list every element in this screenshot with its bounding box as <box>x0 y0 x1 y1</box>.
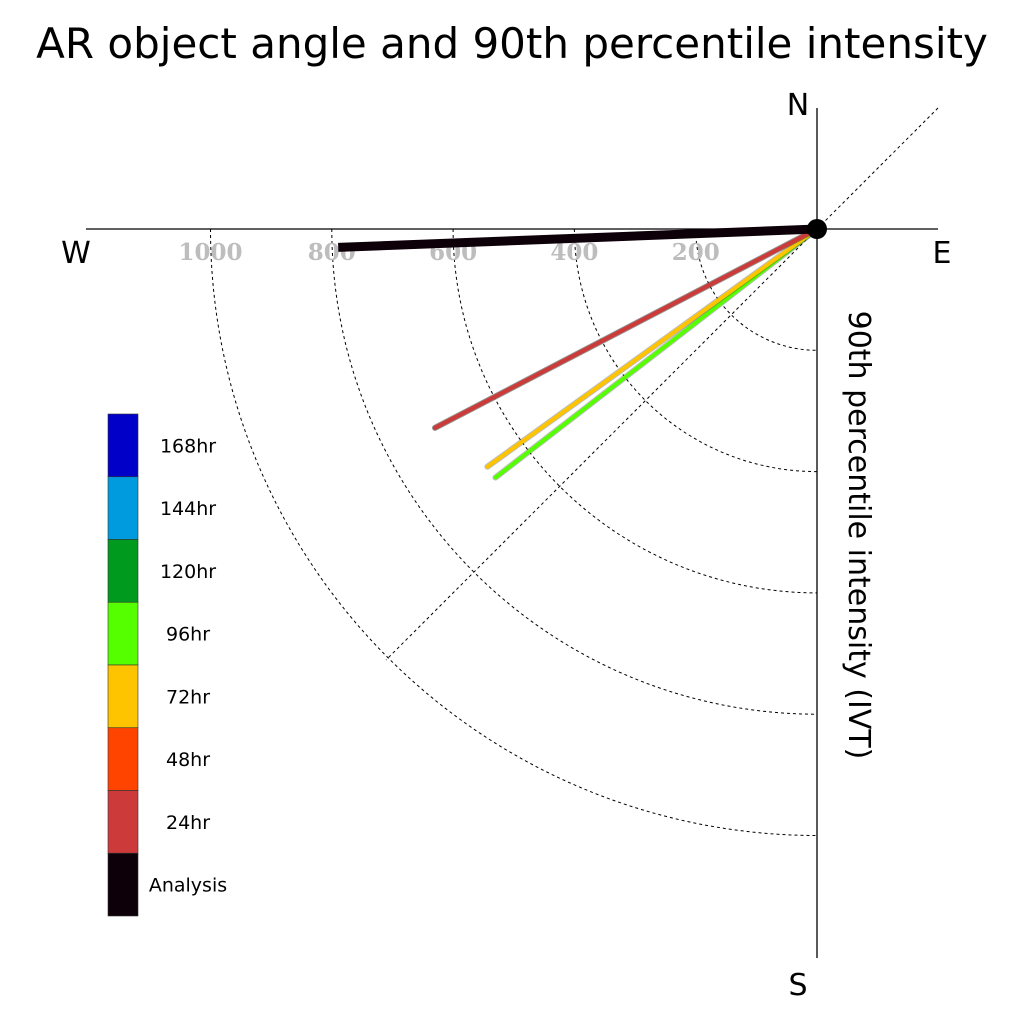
radial-axis-label: 90th percentile intensity (IVT) <box>841 311 876 760</box>
diagonal-guide <box>385 107 939 661</box>
range-ring <box>695 228 818 351</box>
compass-west: W <box>61 236 91 271</box>
radial-tick-label: 1000 <box>178 239 242 266</box>
chart-title: AR object angle and 90th percentile inte… <box>36 19 988 68</box>
angle-vectors <box>338 224 820 481</box>
legend-label: 120hr <box>160 561 216 583</box>
radial-tick-label: 400 <box>550 239 598 266</box>
legend-label: 72hr <box>166 686 210 708</box>
legend-label: 24hr <box>166 812 210 834</box>
range-ring <box>452 228 818 594</box>
legend-label: 96hr <box>166 624 210 646</box>
legend-swatch <box>107 601 139 666</box>
vector-72hr <box>485 227 819 469</box>
legend-label: 168hr <box>160 435 216 457</box>
compass-north: N <box>787 88 809 123</box>
vector-24hr <box>433 227 819 430</box>
legend-swatch <box>107 790 139 854</box>
range-ring <box>331 228 818 715</box>
legend-swatch <box>107 413 139 478</box>
range-ring <box>573 228 818 473</box>
range-rings <box>210 228 818 836</box>
radial-tick-label: 200 <box>672 239 720 266</box>
legend-label: 48hr <box>166 749 210 771</box>
legend-label: Analysis <box>149 875 227 897</box>
legend-swatch <box>107 476 139 540</box>
legend-swatch <box>107 664 139 729</box>
vector-96hr <box>493 227 819 480</box>
legend-label: 144hr <box>160 498 216 520</box>
legend-swatch <box>107 539 139 603</box>
range-ring <box>210 228 818 836</box>
legend-swatch <box>107 727 139 791</box>
compass-south: S <box>788 968 807 1003</box>
legend-swatch <box>107 852 139 917</box>
compass-east: E <box>933 236 952 271</box>
vector-analysis <box>338 224 818 252</box>
origin-marker <box>807 219 827 239</box>
legend: 168hr 144hr 120hr 96hr 72hr 48hr 24hr Analysis <box>107 413 227 917</box>
